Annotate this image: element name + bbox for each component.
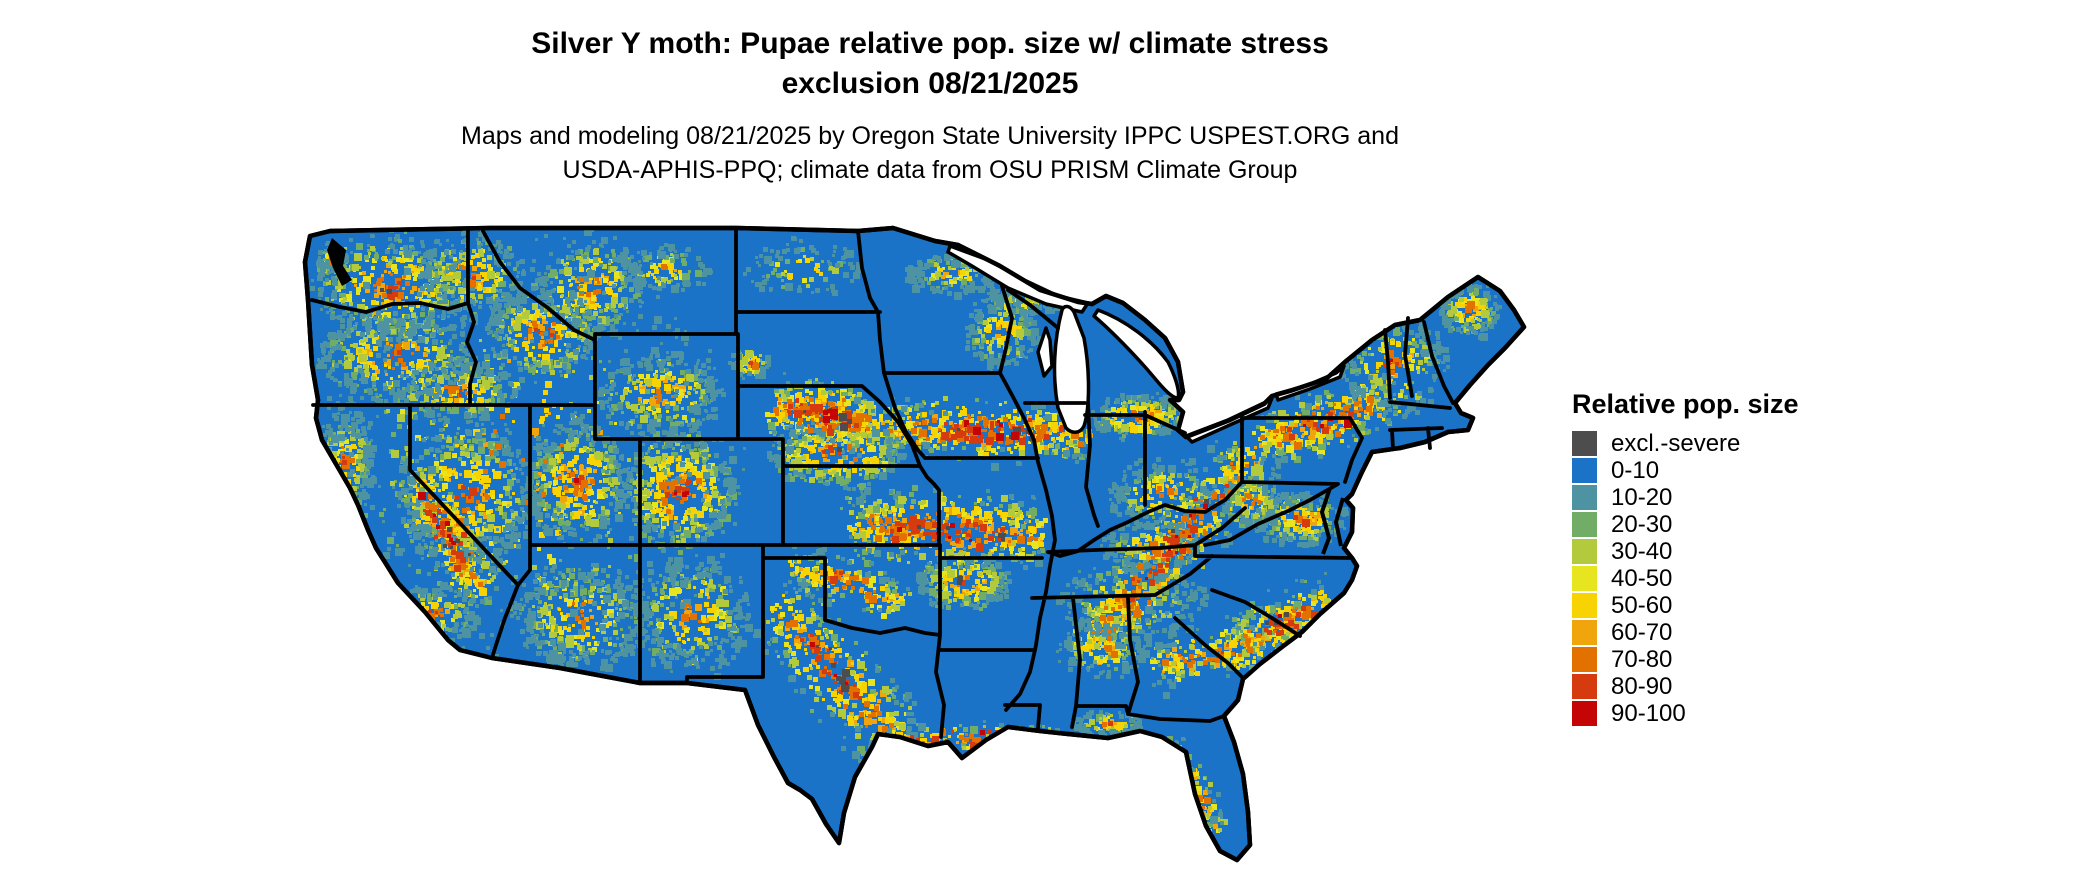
legend-swatch [1572,647,1597,672]
legend-swatch [1572,593,1597,618]
legend-row: 10-20 [1572,484,1799,511]
legend-row: 90-100 [1572,700,1799,727]
legend-label: 90-100 [1611,699,1686,727]
map-title-line2: exclusion 08/21/2025 [781,67,1079,100]
legend-swatch [1572,539,1597,564]
raster-cells [305,228,1502,846]
legend-row: 0-10 [1572,457,1799,484]
legend-label: 50-60 [1611,591,1673,619]
raster-cells [323,248,1487,833]
legend-swatch [1572,512,1597,537]
us-coast-outline [302,225,1527,863]
legend-row: 70-80 [1572,646,1799,673]
raster-cells [329,257,1475,819]
water-details [327,238,1345,555]
legend-row: 20-30 [1572,511,1799,538]
legend-label: 0-10 [1611,456,1660,484]
title-block: Silver Y moth: Pupae relative pop. size … [240,24,1620,187]
map-subtitle-line2: USDA-APHIS-PPQ; climate data from OSU PR… [562,156,1298,184]
puget-sound [327,238,352,286]
map-title-line1: Silver Y moth: Pupae relative pop. size … [531,27,1329,60]
legend-label: excl.-severe [1611,429,1741,457]
legend-label: 40-50 [1611,564,1673,592]
legend-row: 80-90 [1572,673,1799,700]
legend-label: 70-80 [1611,645,1673,673]
map-subtitle: Maps and modeling 08/21/2025 by Oregon S… [240,119,1620,187]
legend-label: 80-90 [1611,672,1673,700]
legend-swatch [1572,458,1597,483]
legend-row: 60-70 [1572,619,1799,646]
legend: Relative pop. size excl.-severe 0-10 10-20… [1572,389,1799,727]
legend-label: 30-40 [1611,537,1673,565]
legend-swatch [1572,431,1597,456]
legend-row: 50-60 [1572,592,1799,619]
legend-label: 60-70 [1611,618,1673,646]
state-borders [310,226,1455,739]
raster-cells [321,237,1491,838]
chesapeake-bay [1319,487,1345,555]
legend-title: Relative pop. size [1572,389,1799,419]
lake-michigan [1052,304,1091,434]
legend-label: 10-20 [1611,483,1673,511]
legend-label: 20-30 [1611,510,1673,538]
legend-swatch [1572,566,1597,591]
legend-row: excl.-severe [1572,430,1799,457]
legend-swatch [1572,701,1597,726]
legend-swatch [1572,485,1597,510]
legend-rows: excl.-severe 0-10 10-20 20-30 30-40 40-50 50-6… [1572,430,1799,727]
legend-row: 40-50 [1572,565,1799,592]
green-bay [1036,326,1054,378]
legend-swatch [1572,620,1597,645]
legend-row: 30-40 [1572,538,1799,565]
legend-swatch [1572,674,1597,699]
map-subtitle-line1: Maps and modeling 08/21/2025 by Oregon S… [461,122,1399,150]
